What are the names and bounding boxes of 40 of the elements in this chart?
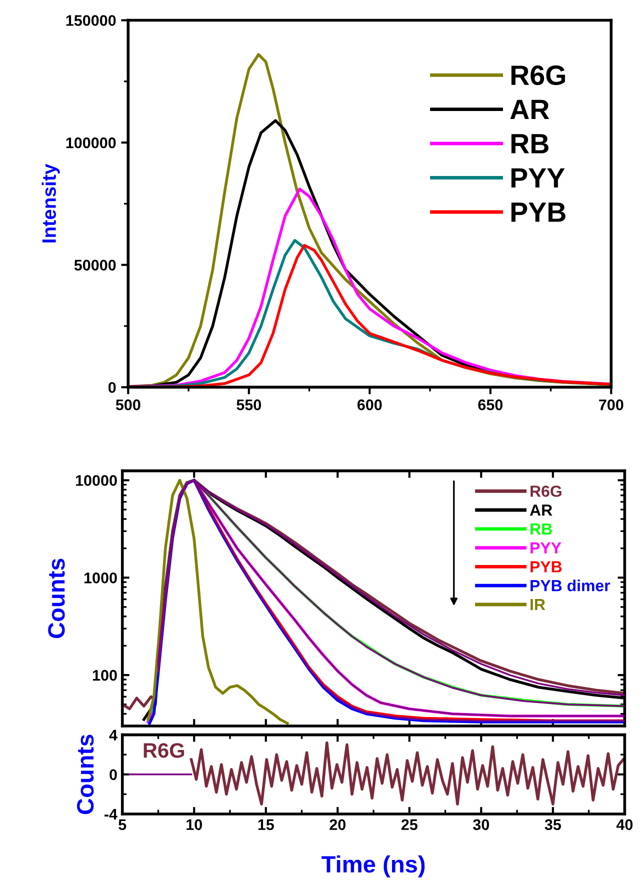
y-axis-title: Counts <box>76 734 94 814</box>
x-tick-label: 650 <box>478 399 503 410</box>
y-tick-label: 10000 <box>76 475 117 486</box>
x-tick-label: 500 <box>116 399 140 410</box>
x-tick-label: 15 <box>258 819 274 830</box>
y-tick-label: 100 <box>92 670 117 681</box>
legend-label: PYB <box>511 202 566 222</box>
legend-label: PYY <box>530 542 562 554</box>
legend-label: R6G <box>530 486 562 497</box>
y-tick-label: 1000 <box>84 572 117 584</box>
x-tick-label: 35 <box>544 819 561 830</box>
y-tick-label: 0 <box>108 382 116 393</box>
legend-label: RB <box>511 134 548 154</box>
y-tick-label: -4 <box>104 809 118 820</box>
legend-label: PYB dimer <box>530 580 610 592</box>
y-tick-label: 150000 <box>66 15 116 26</box>
x-tick-label: 550 <box>236 399 262 410</box>
y-tick-label: 0 <box>110 769 117 780</box>
x-tick-label: 20 <box>330 819 346 830</box>
legend-label: AR <box>530 504 552 516</box>
x-tick-label: 5 <box>118 819 126 830</box>
x-tick-label: 10 <box>186 819 202 830</box>
x-axis-title: Time (ns) <box>322 855 425 878</box>
legend-label: AR <box>510 100 550 120</box>
legend-label: RB <box>530 524 552 535</box>
y-tick-label: 100000 <box>66 137 116 148</box>
x-tick-label: 40 <box>616 819 633 830</box>
legend-label: R6G <box>511 65 565 86</box>
legend-label: PYB <box>530 561 562 572</box>
x-tick-label: 30 <box>473 819 490 830</box>
y-tick-label: 50000 <box>74 260 116 271</box>
legend-label: IR <box>530 599 546 610</box>
y-tick-label: 4 <box>109 730 118 740</box>
legend-label: PYY <box>511 168 565 188</box>
x-tick-label: 600 <box>357 399 382 410</box>
series-label: R6G <box>144 743 184 758</box>
y-axis-title: Counts <box>48 558 65 638</box>
x-tick-label: 25 <box>401 819 418 830</box>
y-axis-title: Intensity <box>42 164 60 242</box>
x-tick-label: 700 <box>599 399 624 410</box>
